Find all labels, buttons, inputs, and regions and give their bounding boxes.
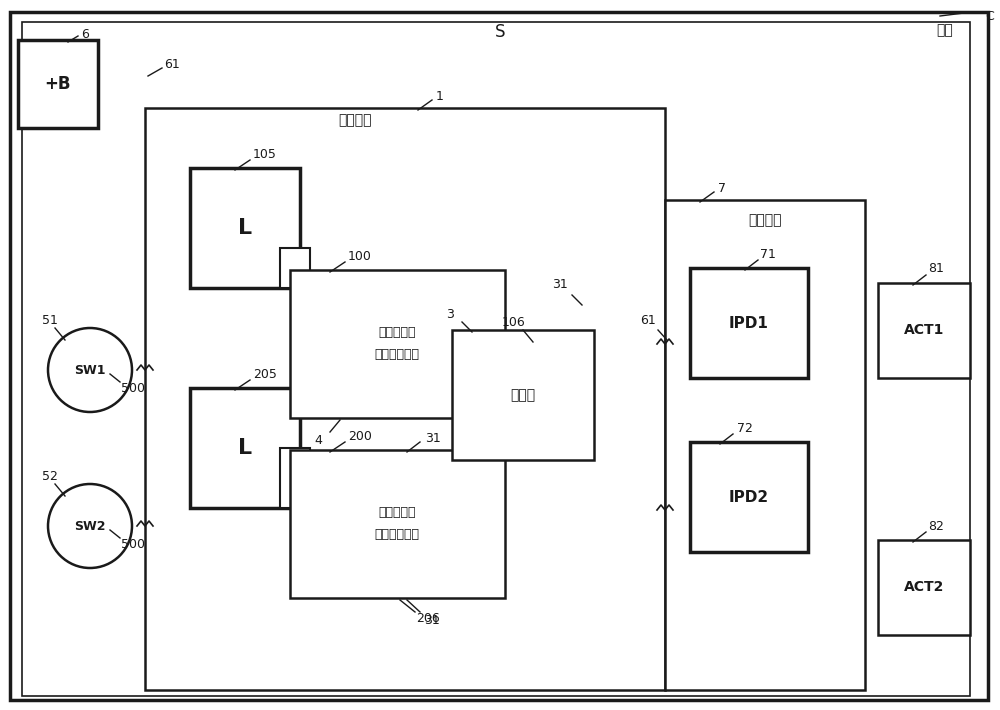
Bar bbox=[878, 283, 970, 378]
Circle shape bbox=[48, 484, 132, 568]
Text: （第二微机）: （第二微机） bbox=[374, 528, 420, 542]
Bar bbox=[690, 442, 808, 552]
Bar bbox=[665, 200, 865, 690]
Bar bbox=[190, 168, 300, 288]
Text: SW1: SW1 bbox=[74, 364, 106, 376]
Text: 61: 61 bbox=[640, 314, 656, 327]
Text: ACT2: ACT2 bbox=[904, 580, 944, 594]
Text: ACT1: ACT1 bbox=[904, 323, 944, 337]
Text: IPD1: IPD1 bbox=[729, 315, 769, 330]
Text: L: L bbox=[238, 438, 252, 458]
Text: 500: 500 bbox=[121, 537, 145, 550]
Bar bbox=[452, 330, 594, 460]
Bar bbox=[280, 248, 310, 288]
Text: 106: 106 bbox=[502, 315, 526, 329]
Bar bbox=[290, 270, 505, 418]
Bar bbox=[280, 448, 310, 508]
Text: 转换部: 转换部 bbox=[510, 388, 536, 402]
Text: 82: 82 bbox=[928, 520, 944, 532]
Text: 72: 72 bbox=[737, 422, 753, 435]
Text: 6: 6 bbox=[81, 28, 89, 40]
Text: 7: 7 bbox=[718, 182, 726, 195]
Text: L: L bbox=[238, 218, 252, 238]
Text: 206: 206 bbox=[416, 611, 440, 625]
Text: 81: 81 bbox=[928, 261, 944, 275]
Text: 200: 200 bbox=[348, 430, 372, 442]
Bar bbox=[690, 268, 808, 378]
Bar bbox=[190, 388, 300, 508]
Bar bbox=[145, 108, 665, 690]
Text: S: S bbox=[495, 23, 505, 41]
Text: 4: 4 bbox=[314, 434, 322, 447]
Circle shape bbox=[48, 328, 132, 412]
Text: +B: +B bbox=[45, 75, 71, 93]
Text: 52: 52 bbox=[42, 469, 58, 483]
Text: 车辆: 车辆 bbox=[937, 23, 953, 37]
Text: IPD2: IPD2 bbox=[729, 489, 769, 505]
Text: 31: 31 bbox=[425, 432, 441, 444]
Text: 51: 51 bbox=[42, 314, 58, 327]
Text: 61: 61 bbox=[164, 58, 180, 72]
Bar bbox=[290, 450, 505, 598]
Text: 1: 1 bbox=[436, 89, 444, 102]
Text: 3: 3 bbox=[446, 307, 454, 320]
Bar bbox=[878, 540, 970, 635]
Text: 105: 105 bbox=[253, 148, 277, 161]
Text: 31: 31 bbox=[552, 278, 568, 292]
Text: 第一处理部: 第一处理部 bbox=[378, 325, 416, 339]
Text: 100: 100 bbox=[348, 249, 372, 263]
Text: C: C bbox=[985, 10, 994, 23]
Text: 31: 31 bbox=[424, 613, 440, 626]
Text: 500: 500 bbox=[121, 381, 145, 395]
Text: （第一微机）: （第一微机） bbox=[374, 349, 420, 361]
Text: 车载装置: 车载装置 bbox=[338, 113, 372, 127]
Bar bbox=[18, 40, 98, 128]
Text: 第二处理部: 第二处理部 bbox=[378, 506, 416, 518]
Text: 71: 71 bbox=[760, 248, 776, 261]
Text: SW2: SW2 bbox=[74, 520, 106, 532]
Text: 205: 205 bbox=[253, 368, 277, 381]
Text: 驱动装置: 驱动装置 bbox=[748, 213, 782, 227]
